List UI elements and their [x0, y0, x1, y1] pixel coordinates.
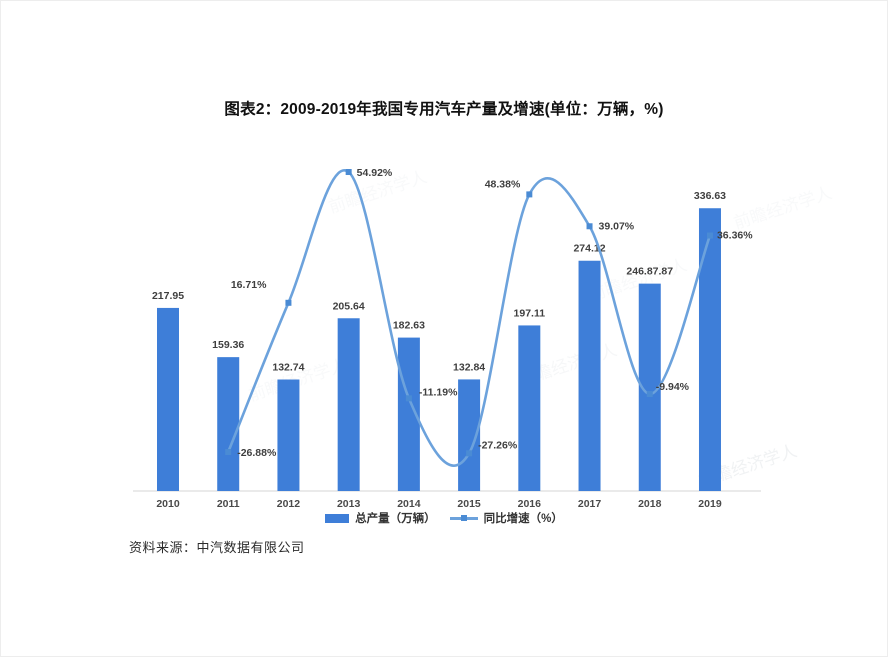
year-label: 2013	[337, 498, 361, 510]
bar-value-label: 336.63	[694, 190, 726, 202]
bar-2010	[157, 307, 179, 491]
growth-value-label: 54.92%	[357, 167, 393, 179]
legend-item-growth: 同比增速（%）	[449, 510, 563, 526]
year-label: 2010	[156, 498, 180, 510]
watermark-text: 前瞻经济学人	[586, 255, 689, 305]
year-label: 2018	[638, 498, 662, 510]
legend-bar-label: 总产量（万辆）	[355, 513, 436, 525]
source-note: 资料来源：中汽数据有限公司	[129, 540, 305, 555]
bar-series-swatch-icon	[325, 513, 350, 523]
line-series-swatch-icon	[449, 514, 478, 521]
bar-2012	[277, 379, 300, 491]
year-label: 2015	[457, 498, 481, 510]
bar-value-label: 205.64	[333, 300, 365, 312]
year-label: 2019	[698, 498, 722, 510]
year-label: 2017	[578, 498, 602, 510]
line-marker-2014	[405, 395, 412, 402]
year-label: 2016	[518, 498, 542, 510]
growth-value-label: 48.38%	[485, 178, 521, 190]
line-marker-2018	[646, 391, 653, 398]
bar-value-label: 132.84	[453, 361, 485, 373]
bar-value-label: 217.95	[152, 290, 184, 302]
legend: 总产量（万辆） 同比增速（%）	[1, 510, 887, 526]
bar-value-label: 159.36	[212, 339, 244, 351]
watermark-text: 前瞻经济学人	[731, 183, 834, 233]
bar-value-label: 197.11	[514, 307, 546, 319]
bar-value-label: 132.74	[272, 361, 304, 373]
line-marker-2016	[526, 191, 533, 198]
bar-2016	[518, 325, 541, 491]
growth-value-label: -9.94%	[656, 381, 690, 393]
line-marker-2019	[706, 232, 713, 239]
year-label: 2011	[217, 498, 240, 510]
legend-item-production: 总产量（万辆）	[325, 510, 436, 526]
bar-2019	[698, 208, 721, 491]
growth-value-label: -27.26%	[478, 439, 518, 451]
bar-2017	[578, 260, 601, 491]
growth-value-label: -26.88%	[237, 447, 277, 459]
line-marker-2013	[345, 169, 352, 176]
growth-value-label: 16.71%	[231, 279, 267, 291]
growth-value-label: 39.07%	[599, 220, 635, 232]
bar-2013	[337, 318, 360, 491]
bar-2011	[217, 357, 240, 491]
chart-title: 图表2：2009-2019年我国专用汽车产量及增速(单位：万辆，%)	[224, 101, 664, 118]
year-label: 2012	[277, 498, 301, 510]
line-marker-2015	[466, 450, 473, 457]
year-label: 2014	[397, 498, 421, 510]
bar-2015	[458, 379, 481, 491]
bar-2014	[397, 337, 420, 491]
bar-value-label: 182.63	[393, 320, 425, 332]
line-marker-2011	[225, 449, 232, 456]
line-marker-2017	[586, 223, 593, 230]
line-marker-2012	[285, 299, 292, 306]
bar-value-label: 246.87.87	[626, 266, 673, 278]
growth-value-label: -11.19%	[419, 386, 458, 398]
growth-value-label: 36.36%	[717, 230, 753, 242]
legend-line-label: 同比增速（%）	[483, 513, 563, 525]
bar-2018	[638, 283, 661, 491]
